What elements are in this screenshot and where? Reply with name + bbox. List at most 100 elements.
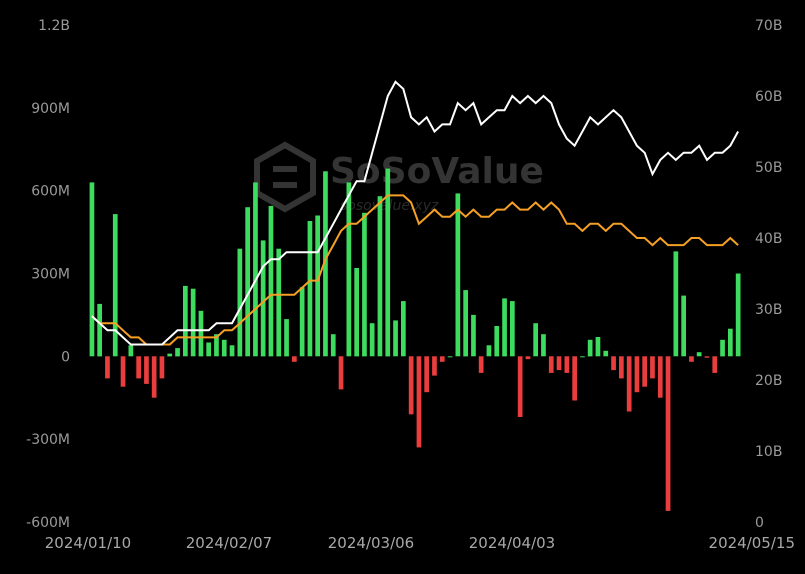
inflow-bar (502, 298, 507, 357)
x-tick-label: 2024/05/15 (709, 534, 795, 552)
left-tick-label: -300M (26, 432, 70, 448)
right-tick-label: 70B (755, 18, 782, 34)
outflow-bar (338, 356, 344, 390)
right-tick-label: 50B (755, 160, 782, 176)
outflow-bar (704, 356, 710, 358)
inflow-bar (735, 273, 741, 357)
outflow-bar (292, 356, 297, 362)
inflow-bar (175, 348, 180, 357)
inflow-bar (284, 319, 289, 357)
inflow-bar (299, 287, 305, 357)
outflow-bar (657, 356, 663, 398)
outflow-bar (650, 356, 655, 379)
outflow-bar (144, 356, 149, 384)
outflow-bar (611, 356, 616, 371)
inflow-bar (323, 171, 328, 357)
x-tick-label: 2024/02/07 (186, 534, 272, 552)
orange-series-line (91, 194, 739, 346)
inflow-bar (580, 356, 585, 358)
left-tick-label: 900M (31, 101, 70, 117)
left-tick-label: 1.2B (38, 18, 70, 34)
inflow-bar (533, 323, 538, 357)
outflow-bar (634, 356, 640, 393)
watermark-logo-icon (254, 141, 316, 213)
inflow-bar (720, 339, 725, 357)
inflow-bar (198, 310, 204, 357)
inflow-bar (681, 295, 686, 357)
inflow-bar (385, 168, 391, 357)
outflow-bar (478, 356, 484, 373)
inflow-bar (214, 334, 219, 357)
inflow-bar (89, 182, 95, 357)
left-tick-label: -600M (26, 515, 70, 531)
left-tick-label: 600M (31, 184, 70, 200)
inflow-bar (307, 221, 313, 357)
outflow-bar (665, 356, 671, 511)
outflow-bar (525, 356, 531, 360)
inflow-bar (221, 339, 227, 357)
inflow-bar (229, 345, 235, 357)
x-tick-label: 2024/04/03 (469, 534, 555, 552)
inflow-bar (673, 251, 679, 357)
outflow-bar (432, 356, 437, 376)
inflow-bar (97, 303, 102, 357)
outflow-bar (556, 356, 562, 371)
inflow-bar (206, 342, 211, 357)
outflow-bar (689, 356, 694, 362)
inflow-bar (486, 345, 492, 357)
inflow-bar (346, 182, 352, 357)
inflow-bar (330, 334, 336, 357)
outflow-bar (105, 356, 110, 379)
inflow-bar (276, 248, 282, 357)
x-axis: 2024/01/10 2024/02/07 2024/03/06 2024/04/03… (45, 534, 795, 552)
inflow-bar (510, 301, 515, 357)
inflow-bar (728, 328, 733, 357)
outflow-bar (439, 356, 445, 362)
right-tick-label: 20B (755, 373, 782, 389)
right-tick-label: 60B (755, 89, 782, 105)
inflow-bar (455, 193, 461, 357)
outflow-bar (408, 356, 414, 415)
flow-bars (89, 168, 741, 511)
inflow-bar (494, 326, 500, 357)
inflow-bar (463, 290, 468, 357)
inflow-bar (260, 240, 266, 357)
right-tick-label: 40B (755, 231, 782, 247)
left-tick-label: 0 (61, 349, 70, 365)
right-tick-label: 30B (755, 302, 782, 318)
inflow-bar (541, 334, 546, 357)
inflow-bar (369, 323, 375, 357)
inflow-bar (401, 301, 406, 357)
inflow-bar (245, 207, 250, 357)
inflow-bar (268, 205, 274, 357)
inflow-bar (471, 314, 476, 357)
left-tick-label: 300M (31, 267, 70, 283)
left-axis: 1.2B 900M 600M 300M 0 -300M -600M (26, 18, 70, 531)
x-tick-label: 2024/03/06 (328, 534, 414, 552)
outflow-bar (626, 356, 632, 412)
outflow-bar (548, 356, 554, 373)
inflow-bar (696, 352, 702, 357)
inflow-bar (167, 353, 173, 357)
watermark-brand: SoSoValue (330, 151, 544, 192)
inflow-bar (315, 215, 320, 357)
inflow-bar (362, 212, 367, 357)
right-tick-label: 10B (755, 444, 782, 460)
inflow-bar (354, 268, 359, 357)
outflow-bar (712, 356, 718, 373)
inflow-bar (253, 182, 258, 357)
outflow-bar (416, 356, 422, 448)
right-axis: 70B 60B 50B 40B 30B 20B 10B 0 (755, 18, 782, 531)
inflow-bar (112, 214, 118, 357)
inflow-bar (190, 288, 196, 357)
white-series-line (91, 80, 739, 346)
outflow-bar (642, 356, 647, 387)
inflow-bar (603, 350, 609, 357)
outflow-bar (517, 356, 523, 417)
right-tick-label: 0 (755, 515, 764, 531)
inflow-bar (587, 339, 593, 357)
outflow-bar (136, 356, 141, 379)
outflow-bar (564, 356, 570, 373)
